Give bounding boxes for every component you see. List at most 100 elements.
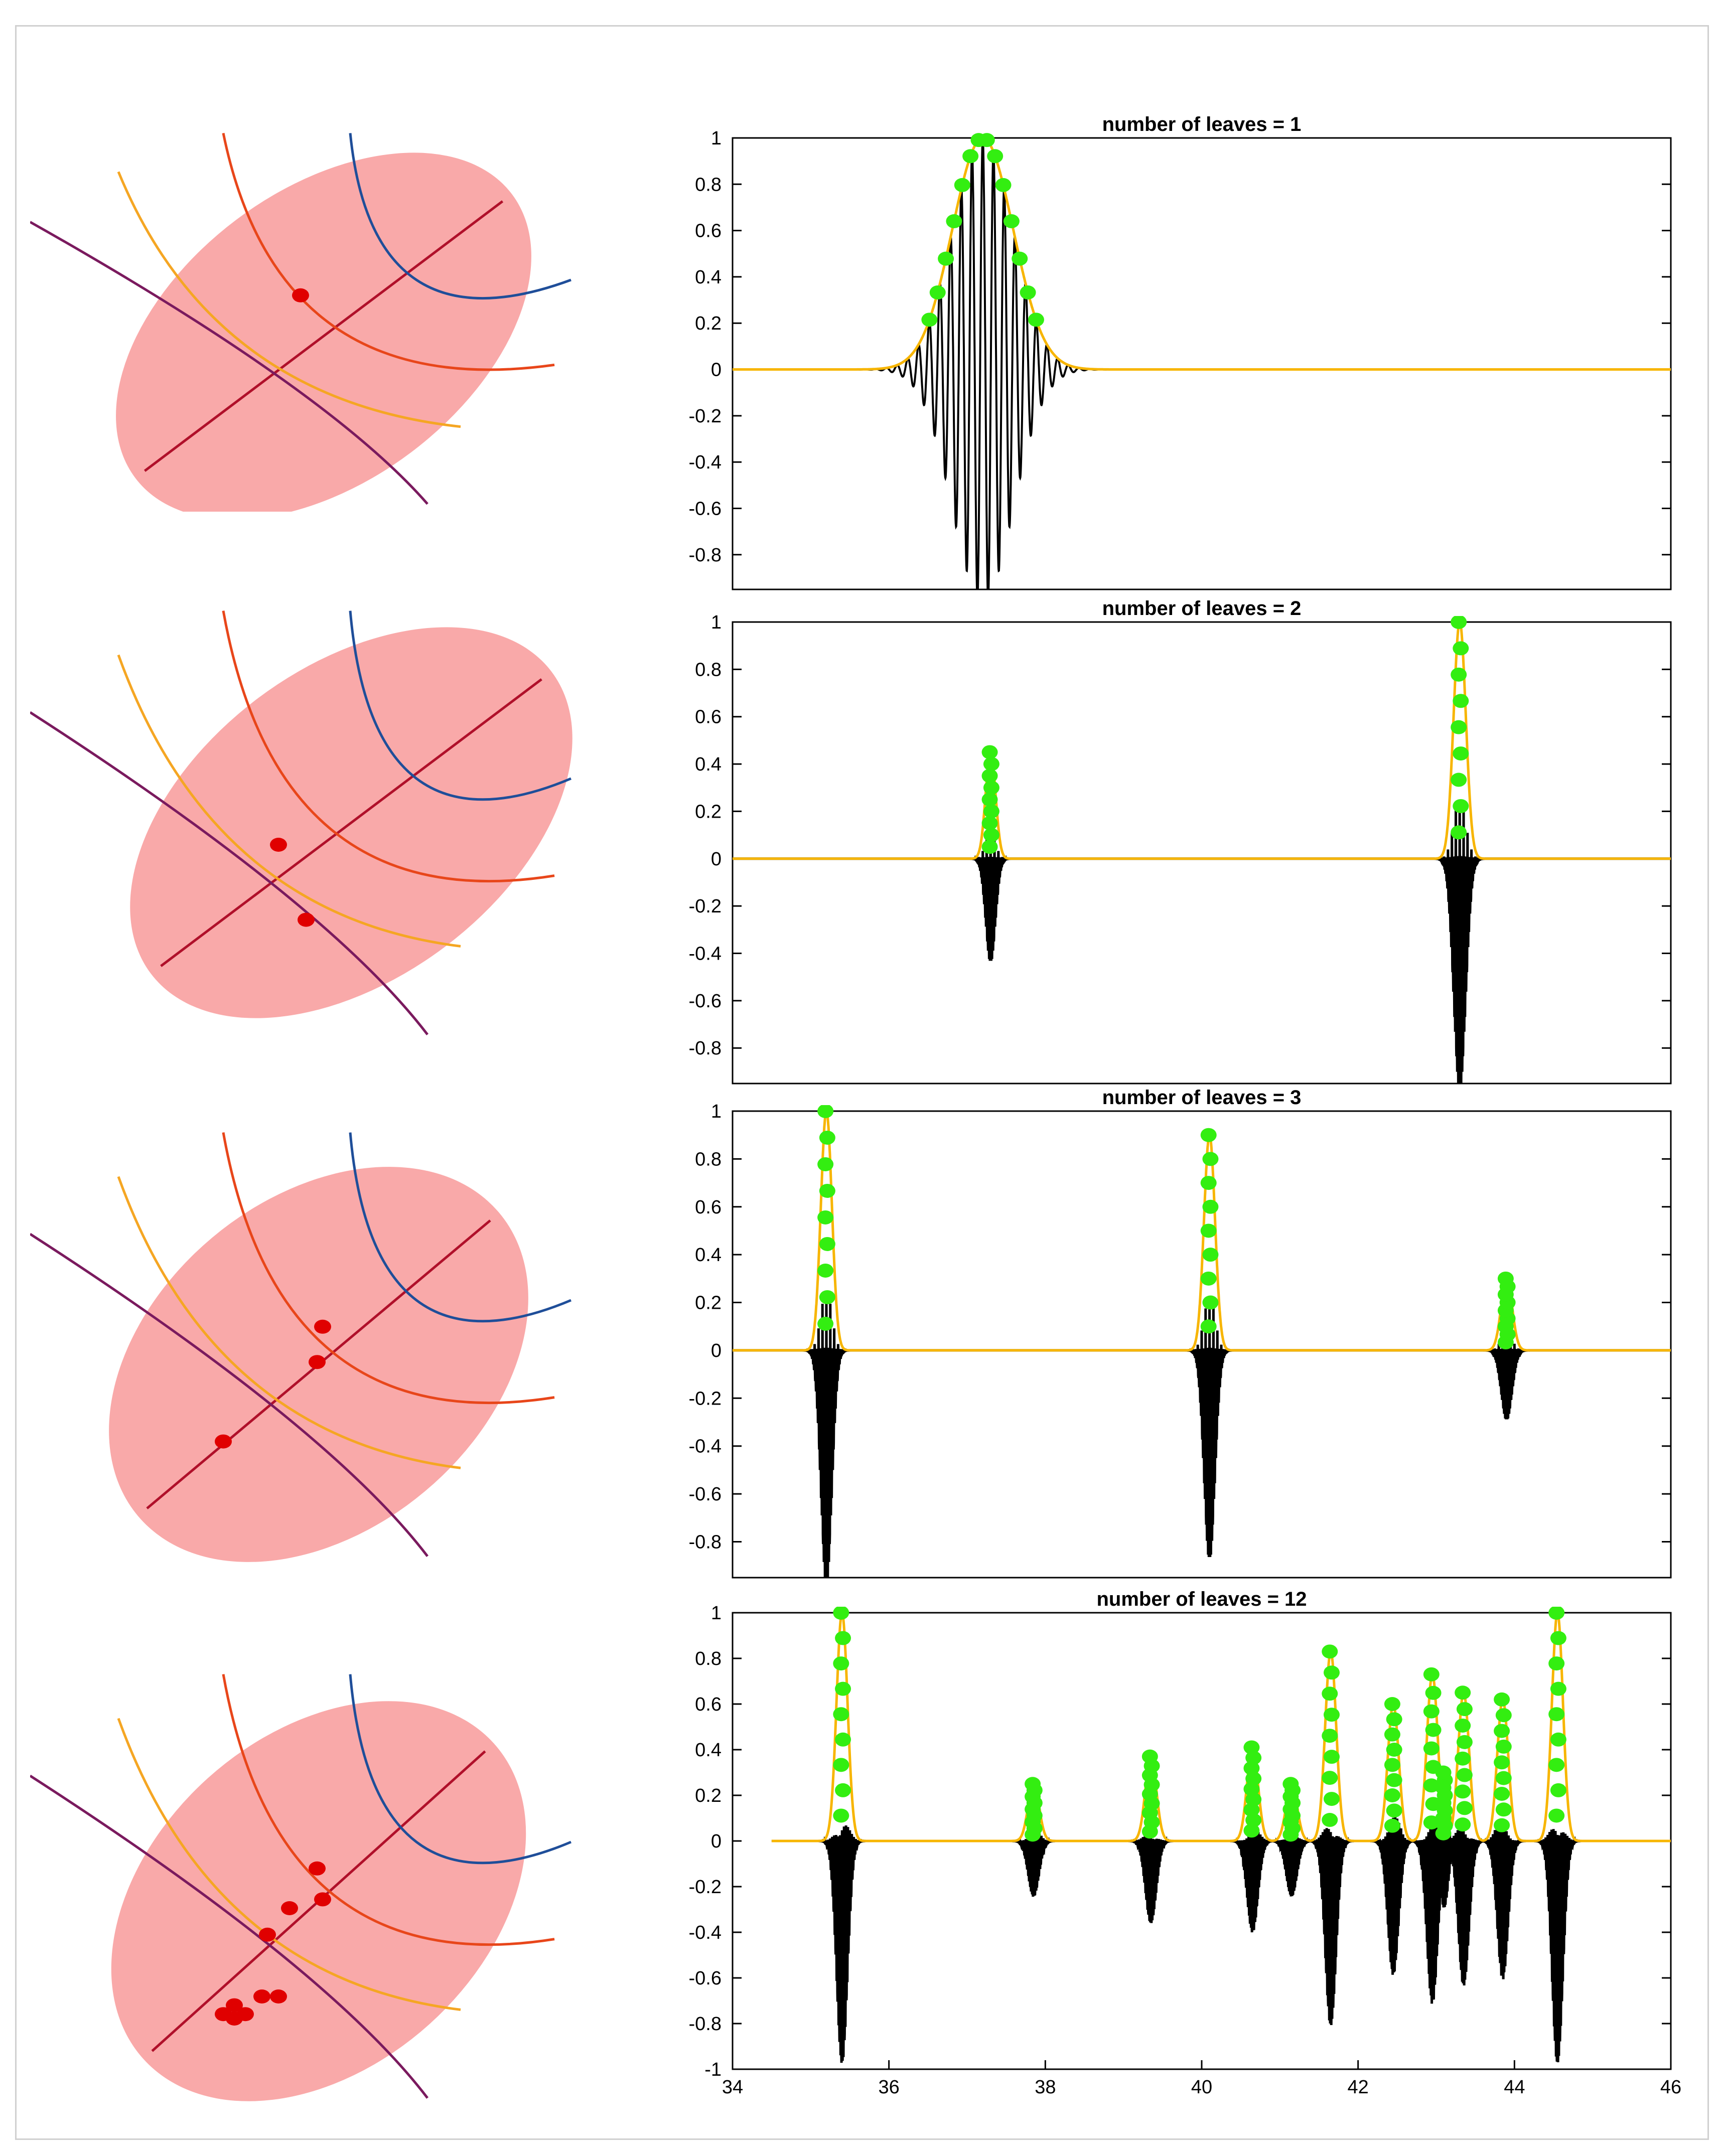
envelope-peak-marker bbox=[817, 1157, 834, 1171]
envelope-peak-marker bbox=[1455, 1685, 1471, 1700]
envelope-peak-marker bbox=[1494, 1786, 1510, 1801]
envelope-peak-marker bbox=[833, 1607, 849, 1620]
chart-title: number of leaves = 1 bbox=[1102, 113, 1302, 135]
envelope-peak-marker bbox=[1456, 1702, 1473, 1717]
main-axis-line bbox=[144, 200, 504, 472]
envelope-peak-marker bbox=[981, 792, 998, 807]
x-tick-label: 44 bbox=[1504, 2077, 1525, 2098]
envelope-peak-marker bbox=[1386, 1803, 1402, 1818]
envelope-peak-marker bbox=[1322, 1686, 1338, 1701]
envelope-peak-marker bbox=[1243, 1802, 1260, 1817]
envelope-peak-marker bbox=[1550, 1732, 1566, 1747]
chart-title: number of leaves = 2 bbox=[1102, 597, 1302, 620]
arc-purple bbox=[30, 1774, 428, 2099]
envelope-peak-marker bbox=[819, 1237, 835, 1251]
y-tick-label: -0.4 bbox=[689, 944, 722, 965]
y-tick-label: 0.2 bbox=[695, 313, 722, 334]
envelope-peak-marker bbox=[835, 1631, 851, 1645]
scatter-point-dot bbox=[270, 838, 287, 852]
y-tick-label: -0.4 bbox=[689, 452, 722, 473]
envelope-peak-marker bbox=[817, 1316, 834, 1331]
y-tick-label: -0.6 bbox=[689, 1484, 722, 1505]
envelope-peak-marker bbox=[983, 804, 999, 819]
y-tick-label: 0.4 bbox=[695, 267, 722, 288]
envelope-peak-marker bbox=[1494, 1755, 1510, 1770]
chart-leaves-2: number of leaves = 2 1 0.8 0.6 0.4 0.2 0 -0.2 -0… bbox=[689, 597, 1672, 1085]
scatter-point-dot bbox=[309, 1861, 326, 1876]
scatter-point-dot bbox=[270, 1989, 287, 2004]
x-tick-label: 38 bbox=[1035, 2077, 1056, 2098]
envelope-peak-marker bbox=[819, 1290, 835, 1304]
y-tick-label: 0.8 bbox=[695, 1149, 722, 1170]
envelope-peak-marker bbox=[1548, 1808, 1565, 1823]
y-tick-label: 0.2 bbox=[695, 801, 722, 822]
envelope-peak-marker bbox=[1386, 1712, 1402, 1727]
envelope-peak-marker bbox=[1453, 799, 1469, 813]
envelope-peak-marker bbox=[1548, 1758, 1565, 1772]
scan-ellipse bbox=[116, 152, 531, 512]
envelope-peak-marker bbox=[1497, 1271, 1514, 1286]
envelope-peak-marker bbox=[1495, 1708, 1512, 1723]
y-tick-label: -0.6 bbox=[689, 991, 722, 1012]
y-tick-label: -0.2 bbox=[689, 896, 722, 917]
scan-ellipse bbox=[130, 627, 572, 1018]
y-tick-label: -0.4 bbox=[689, 1922, 722, 1943]
scan-ellipse bbox=[111, 1701, 526, 2101]
y-tick-label: 0.6 bbox=[695, 221, 722, 242]
x-tick-label: 40 bbox=[1191, 2077, 1212, 2098]
envelope-peak-marker bbox=[1243, 1740, 1260, 1755]
y-tick-label: -0.2 bbox=[689, 1388, 722, 1409]
diagram-2 bbox=[30, 610, 572, 1035]
scatter-point-dot bbox=[281, 1901, 298, 1915]
envelope-peak-marker bbox=[1548, 1707, 1565, 1722]
chart-leaves-12: number of leaves = 12 1 0.8 0.6 0.4 0.2 0 -0.2 -… bbox=[689, 1588, 1682, 2098]
envelope-peak-marker bbox=[995, 178, 1012, 192]
envelope-peak-marker bbox=[981, 768, 998, 783]
envelope-peak-marker bbox=[946, 214, 962, 229]
envelope-peak-marker bbox=[835, 1783, 851, 1797]
envelope-peak-marker bbox=[1028, 313, 1044, 327]
envelope-peak-marker bbox=[938, 251, 954, 266]
envelope-peak-marker bbox=[1025, 1777, 1041, 1791]
envelope-peak-marker bbox=[1384, 1818, 1400, 1833]
waveform-line bbox=[733, 1290, 1671, 1578]
x-tick-label: 42 bbox=[1348, 2077, 1369, 2098]
envelope-peak-marker bbox=[1386, 1743, 1402, 1757]
envelope-peak-marker bbox=[1456, 1801, 1473, 1815]
envelope-peak-marker bbox=[1453, 694, 1469, 708]
arc-blue bbox=[349, 133, 571, 300]
envelope-peak-marker bbox=[817, 1263, 834, 1278]
arc-red bbox=[222, 1674, 555, 1946]
envelope-peak-marker bbox=[983, 757, 999, 772]
envelope-peak-marker bbox=[1243, 1782, 1260, 1796]
main-axis-line bbox=[160, 678, 542, 967]
envelope-peak-marker bbox=[1384, 1788, 1400, 1802]
arc-purple bbox=[30, 711, 428, 1035]
envelope-peak-marker bbox=[1322, 1771, 1338, 1785]
envelope-line bbox=[733, 136, 1671, 371]
diagram-4 bbox=[30, 1674, 571, 2101]
x-tick-label: 36 bbox=[879, 2077, 900, 2098]
envelope-peak-marker bbox=[987, 149, 1004, 164]
y-tick-label: 0.6 bbox=[695, 1197, 722, 1218]
envelope-peak-marker bbox=[1494, 1724, 1510, 1738]
envelope-peak-marker bbox=[1550, 1783, 1566, 1797]
envelope-peak-marker bbox=[983, 828, 999, 842]
envelope-peak-marker bbox=[1384, 1697, 1400, 1711]
envelope-peak-marker bbox=[1425, 1685, 1442, 1700]
envelope-peak-marker bbox=[819, 1130, 835, 1145]
arc-blue bbox=[349, 610, 571, 801]
envelope-peak-marker bbox=[833, 1707, 849, 1722]
y-tick-label: 1 bbox=[711, 1101, 722, 1122]
envelope-peak-marker bbox=[1455, 1718, 1471, 1733]
y-tick-label: 0.6 bbox=[695, 1694, 722, 1715]
envelope-peak-marker bbox=[1200, 1271, 1217, 1286]
arc-orange bbox=[117, 1718, 461, 2011]
arc-blue bbox=[349, 1132, 571, 1323]
envelope-peak-marker bbox=[1245, 1771, 1262, 1786]
envelope-peak-marker bbox=[1548, 1656, 1565, 1671]
y-tick-label: 0 bbox=[711, 1340, 722, 1361]
y-tick-label: -0.8 bbox=[689, 1531, 722, 1553]
envelope-peak-marker bbox=[1003, 214, 1020, 229]
envelope-peak-marker bbox=[921, 313, 938, 327]
